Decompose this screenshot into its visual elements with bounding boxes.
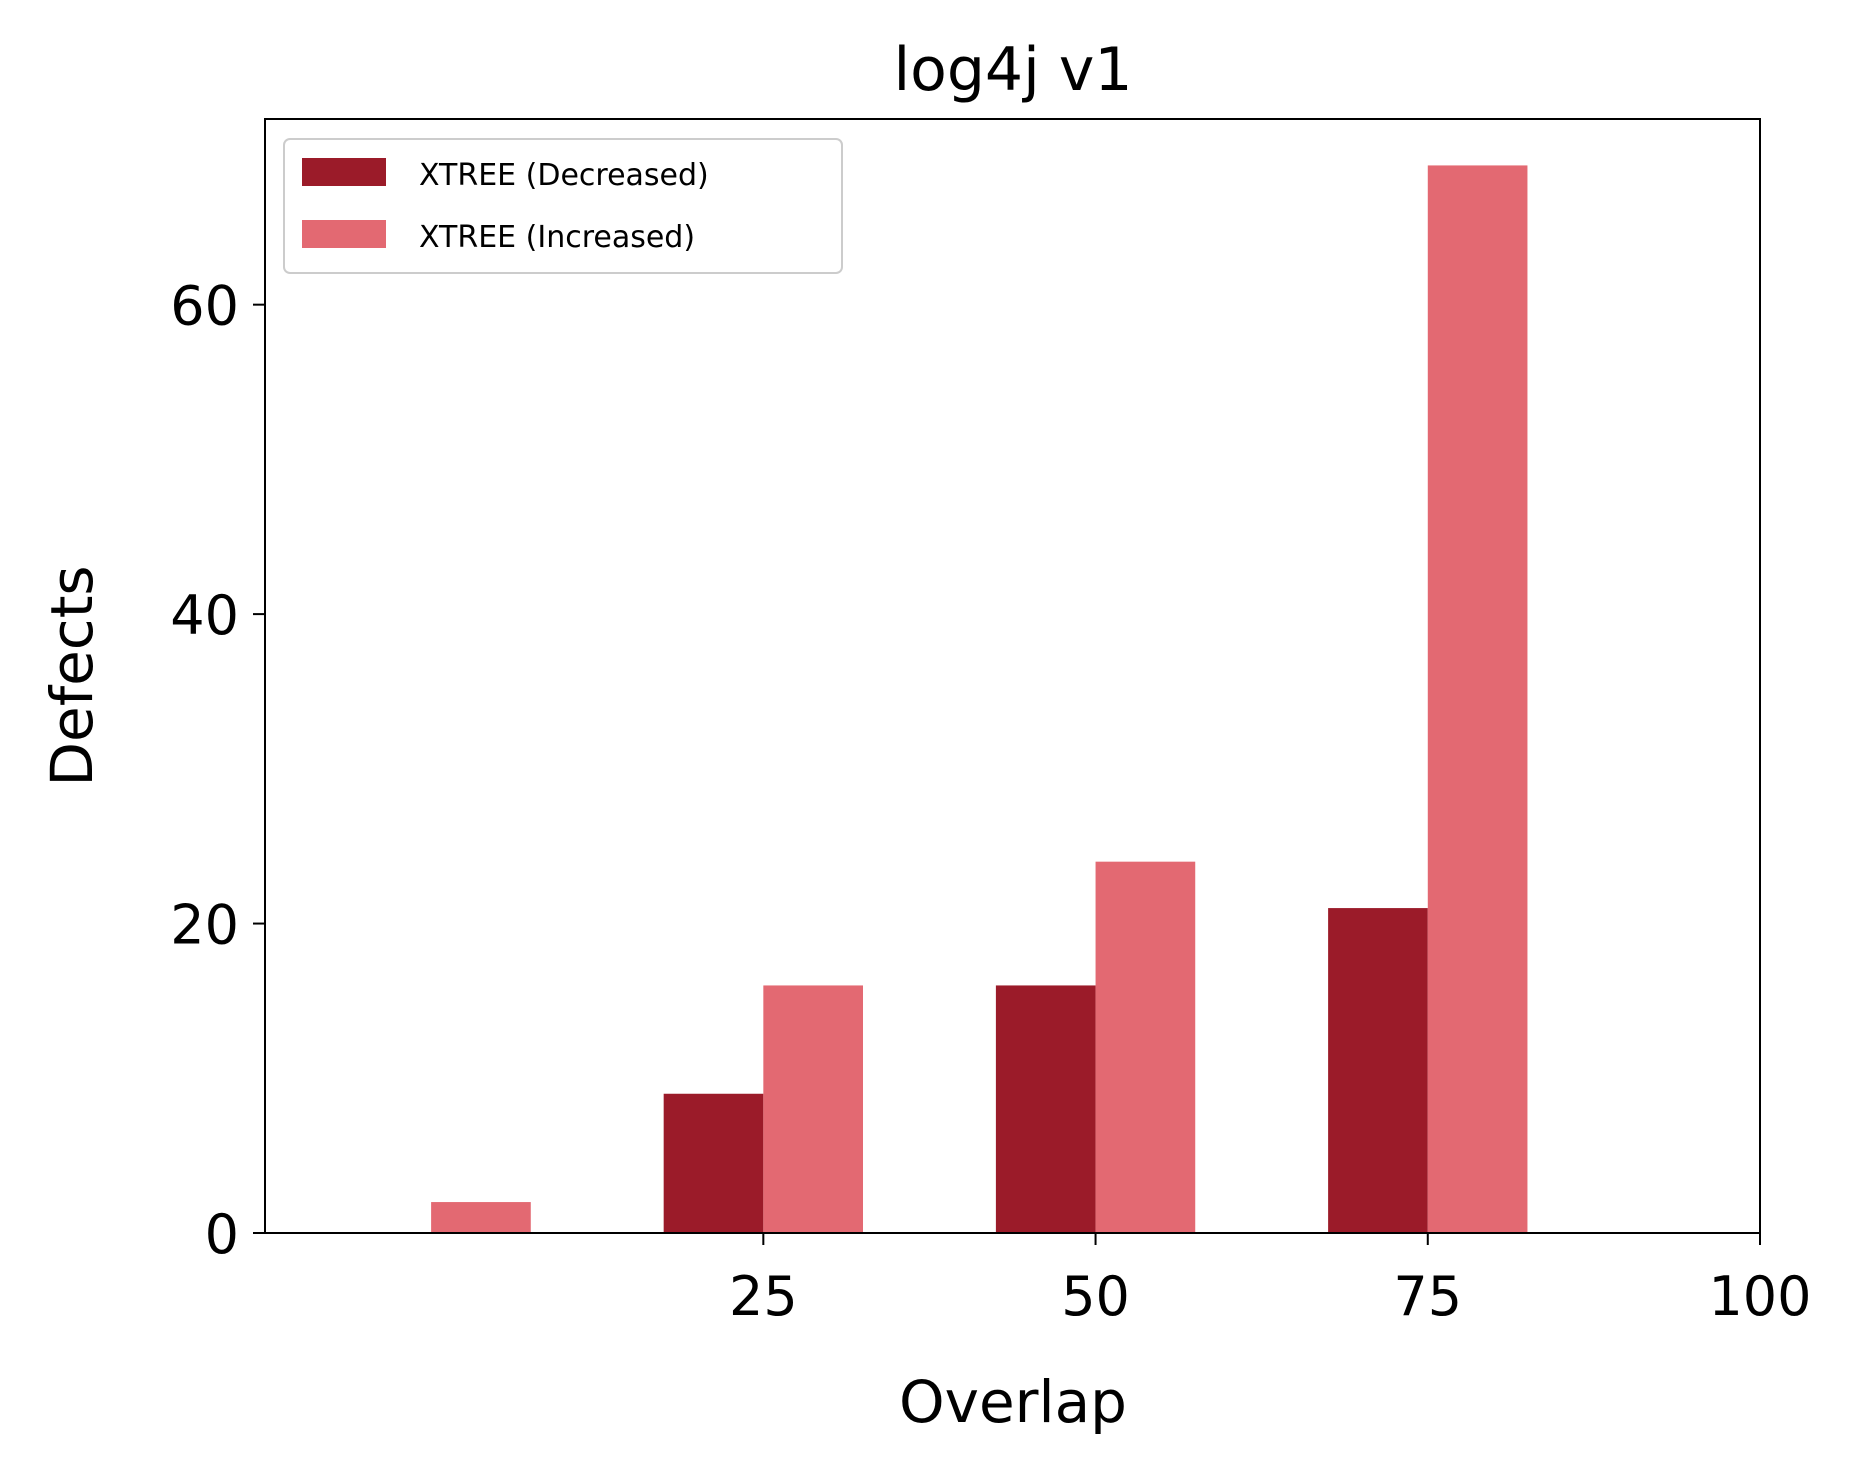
y-tick-label-20: 20 — [170, 894, 239, 957]
y-axis-label: Defects — [38, 565, 106, 786]
y-tick-label-60: 60 — [170, 275, 239, 338]
bar-decreased-75 — [1328, 908, 1428, 1233]
legend-swatch-increased — [302, 220, 386, 248]
legend: XTREE (Decreased) XTREE (Increased) — [283, 138, 843, 274]
y-tick-label-40: 40 — [170, 584, 239, 647]
x-tick-label-100: 100 — [1708, 1265, 1811, 1328]
x-tick-label-50: 50 — [1061, 1265, 1130, 1328]
x-axis-label: Overlap — [899, 1368, 1127, 1436]
legend-label-decreased: XTREE (Decreased) — [419, 158, 709, 193]
bar-increased-75 — [1427, 165, 1528, 1233]
x-tick-label-75: 75 — [1393, 1265, 1462, 1328]
x-tick-label-25: 25 — [729, 1265, 798, 1328]
bar-decreased-25 — [663, 1093, 764, 1233]
legend-swatch-decreased — [302, 158, 386, 186]
x-ticks-group: 25 50 75 100 — [729, 1233, 1812, 1328]
bar-increased-0 — [431, 1202, 531, 1233]
y-tick-label-0: 0 — [205, 1203, 239, 1266]
chart-title: log4j v1 — [893, 35, 1132, 105]
bars-group — [431, 165, 1528, 1233]
bar-decreased-50 — [995, 985, 1096, 1233]
plot-frame — [264, 118, 1761, 1234]
bar-increased-25 — [763, 985, 863, 1233]
y-ticks-group: 0 20 40 60 — [170, 275, 265, 1266]
legend-frame — [283, 138, 843, 274]
bar-increased-50 — [1095, 861, 1196, 1233]
legend-label-increased: XTREE (Increased) — [419, 220, 695, 255]
